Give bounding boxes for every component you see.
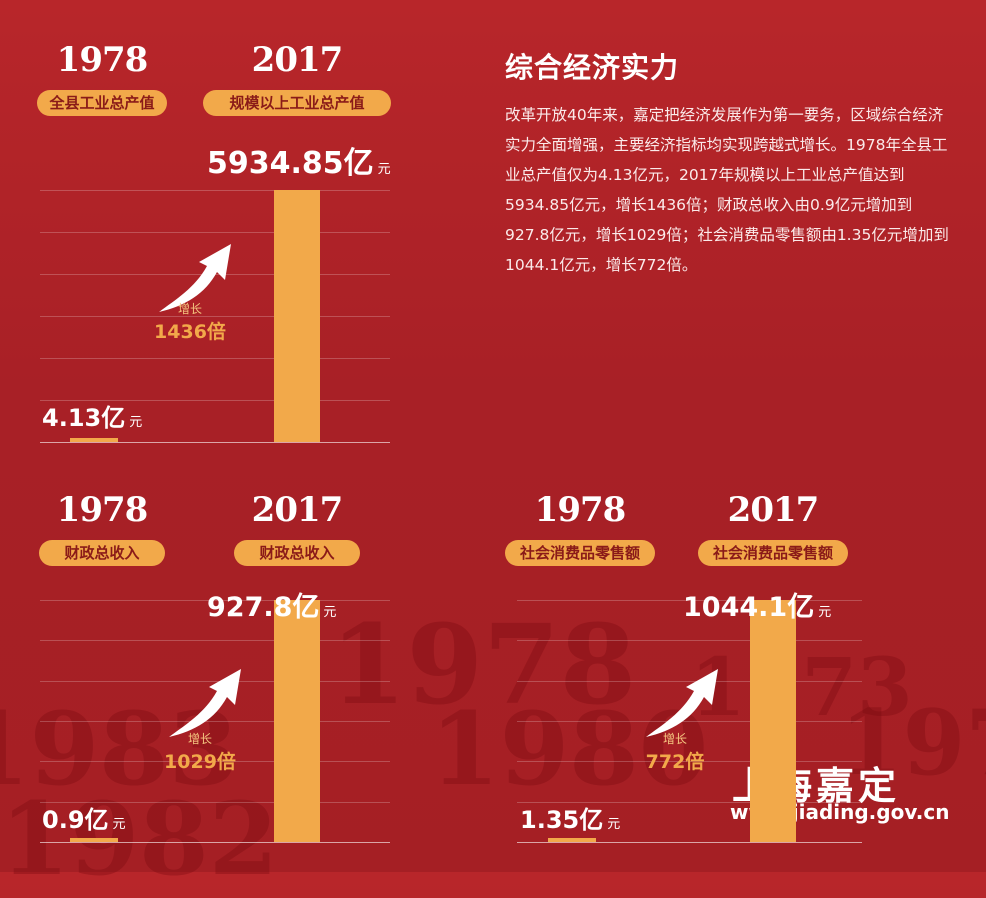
growth-annotation: 增长 1436倍: [150, 300, 230, 344]
data-label: 4.13亿元: [42, 398, 142, 433]
growth-value: 772倍: [645, 751, 705, 773]
growth-arrow-icon: [169, 669, 241, 737]
category-pill: 规模以上工业总产值: [203, 90, 391, 116]
axis-baseline: [517, 842, 862, 843]
axis-baseline: [40, 442, 390, 443]
category-pill: 财政总收入: [234, 540, 360, 566]
data-label-unit: 元: [377, 162, 391, 177]
growth-arrow-icon: [646, 669, 718, 737]
data-label-unit: 元: [607, 817, 621, 832]
background-number: 1978: [330, 600, 637, 729]
data-label: 5934.85亿元: [207, 138, 391, 182]
bar: [70, 438, 118, 442]
gridline: [40, 190, 390, 191]
gridline: [40, 358, 390, 359]
data-label: 1044.1亿元: [683, 585, 831, 624]
tick-label-year: 2017: [251, 40, 344, 80]
growth-label: 增长: [177, 302, 202, 316]
gridline: [40, 721, 390, 722]
data-label-unit: 元: [112, 817, 126, 832]
tick-label-year: 2017: [251, 490, 344, 530]
data-label-unit: 元: [818, 605, 832, 620]
category-pill: 社会消费品零售额: [505, 540, 655, 566]
gridline: [40, 316, 390, 317]
category-pill: 全县工业总产值: [37, 90, 167, 116]
growth-arrow-icon: [159, 244, 231, 312]
gridline: [40, 761, 390, 763]
data-label: 1.35亿元: [520, 800, 620, 835]
gridline: [40, 600, 390, 601]
data-label-value: 0.9亿: [42, 806, 109, 834]
bar: [274, 600, 320, 842]
data-label: 927.8亿元: [207, 585, 336, 624]
tick-label-year: 2017: [727, 490, 820, 530]
axis-baseline: [40, 842, 390, 843]
gridline: [517, 640, 862, 642]
data-label-value: 927.8亿: [207, 592, 320, 623]
gridline: [40, 232, 390, 233]
gridline: [40, 400, 390, 401]
bar: [70, 838, 118, 842]
growth-label: 增长: [187, 732, 212, 746]
data-label-value: 1.35亿: [520, 806, 604, 834]
bar: [548, 838, 596, 842]
gridline: [517, 680, 862, 682]
growth-annotation: 增长 1029倍: [160, 730, 240, 774]
gridline: [517, 721, 862, 722]
data-label-value: 4.13亿: [42, 404, 126, 432]
background-number: 1978: [840, 690, 986, 796]
background-number: 1982: [0, 780, 279, 898]
background-number: 1973: [690, 640, 913, 734]
section-title: 综合经济实力: [505, 51, 680, 84]
growth-value: 1029倍: [164, 751, 236, 773]
data-label-unit: 元: [323, 605, 337, 620]
growth-value: 1436倍: [154, 321, 226, 343]
background-number: 1983: [0, 690, 239, 808]
gridline: [40, 801, 390, 803]
category-pill: 财政总收入: [39, 540, 165, 566]
gridline: [517, 761, 862, 763]
growth-label: 增长: [662, 732, 687, 746]
data-label-value: 5934.85亿: [207, 146, 374, 181]
gridline: [40, 640, 390, 642]
data-label: 0.9亿元: [42, 800, 126, 835]
tick-label-year: 1978: [56, 40, 149, 80]
gridline: [517, 801, 862, 803]
background-number: 1980: [430, 690, 709, 808]
data-label-value: 1044.1亿: [683, 592, 815, 623]
bar: [750, 600, 796, 842]
gridline: [517, 600, 862, 601]
tick-label-year: 1978: [56, 490, 149, 530]
gridline: [40, 680, 390, 682]
growth-annotation: 增长 772倍: [635, 730, 715, 774]
section-body: 改革开放40年来，嘉定把经济发展作为第一要务，区域综合经济实力全面增强，主要经济…: [505, 106, 949, 274]
data-label-unit: 元: [129, 415, 143, 430]
category-pill: 社会消费品零售额: [698, 540, 848, 566]
bar: [274, 190, 320, 442]
tick-label-year: 1978: [534, 490, 627, 530]
